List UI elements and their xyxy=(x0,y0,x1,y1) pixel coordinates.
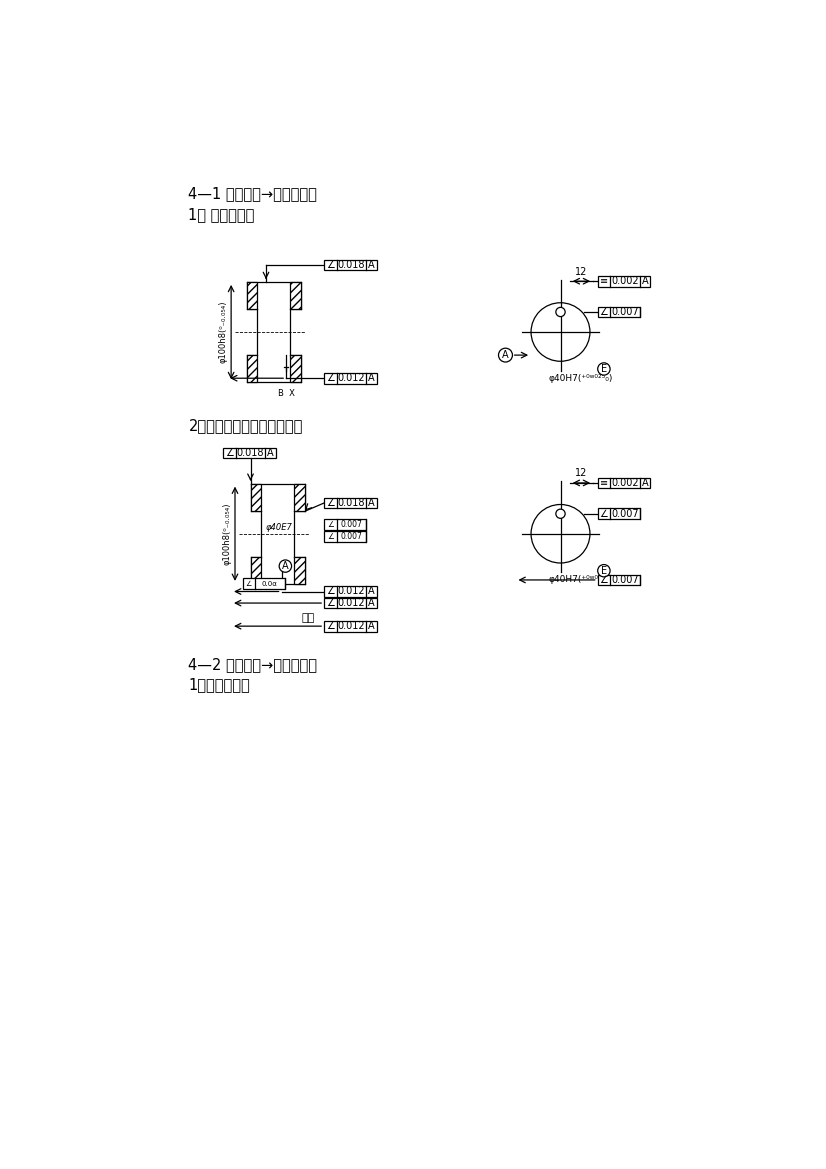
Bar xyxy=(294,556,305,583)
Text: φ100h8(⁰₋₀.₀₅₄): φ100h8(⁰₋₀.₀₅₄) xyxy=(218,300,227,364)
Bar xyxy=(223,448,276,458)
Text: ∠: ∠ xyxy=(327,520,334,530)
Text: 0.007: 0.007 xyxy=(340,532,362,541)
Text: ≡: ≡ xyxy=(600,276,608,286)
Text: A: A xyxy=(282,561,289,572)
Bar xyxy=(294,484,305,511)
Bar xyxy=(324,260,377,270)
Text: ∠: ∠ xyxy=(225,448,234,458)
Text: 0.0α: 0.0α xyxy=(262,581,278,587)
Text: ∠: ∠ xyxy=(326,498,335,509)
Bar xyxy=(290,282,301,309)
Bar xyxy=(324,532,366,542)
Circle shape xyxy=(598,362,610,375)
Text: φ40E7: φ40E7 xyxy=(266,523,292,532)
Bar xyxy=(324,621,377,631)
Bar xyxy=(250,484,261,511)
Circle shape xyxy=(531,505,590,563)
Bar xyxy=(294,484,305,511)
Bar xyxy=(247,355,258,382)
Text: A: A xyxy=(368,260,375,270)
Text: 0.018: 0.018 xyxy=(338,498,365,509)
Text: 12: 12 xyxy=(575,469,587,478)
Text: 0.007: 0.007 xyxy=(611,307,638,317)
Circle shape xyxy=(556,307,565,317)
Text: 0.012: 0.012 xyxy=(338,621,365,631)
Text: A: A xyxy=(368,587,375,596)
Text: 0.007: 0.007 xyxy=(340,520,362,530)
Text: 4—1 技术要求→图样标注：: 4—1 技术要求→图样标注： xyxy=(188,186,317,201)
Text: 0.007: 0.007 xyxy=(611,575,638,584)
Circle shape xyxy=(531,303,590,361)
Bar xyxy=(250,556,261,583)
Bar xyxy=(324,597,377,608)
Text: B  X: B X xyxy=(278,389,295,397)
Text: 4—2 技术要求→图样标注：: 4—2 技术要求→图样标注： xyxy=(188,657,317,672)
Text: 1、正确标注：: 1、正确标注： xyxy=(188,677,250,692)
Text: 12: 12 xyxy=(575,267,587,277)
Circle shape xyxy=(598,565,610,576)
Text: ∠: ∠ xyxy=(327,532,334,541)
Bar xyxy=(294,556,305,583)
Text: ∠: ∠ xyxy=(326,587,335,596)
Text: 面次: 面次 xyxy=(302,613,316,623)
Bar xyxy=(247,355,258,382)
Text: A: A xyxy=(642,478,648,487)
Text: 0.012: 0.012 xyxy=(338,599,365,608)
Text: E: E xyxy=(601,566,607,575)
Text: 0.007: 0.007 xyxy=(611,509,638,519)
Text: 0.012: 0.012 xyxy=(338,587,365,596)
Text: A: A xyxy=(502,350,509,360)
Text: 0.002: 0.002 xyxy=(611,478,638,487)
Bar xyxy=(598,509,639,519)
Text: 0.018: 0.018 xyxy=(338,260,365,270)
Bar xyxy=(324,519,366,530)
Text: 0.002: 0.002 xyxy=(611,276,638,286)
Bar xyxy=(290,355,301,382)
Text: ≡: ≡ xyxy=(600,478,608,487)
Bar xyxy=(324,586,377,597)
Text: φ40H7(⁺⁰ʷ⁰²⁵₀): φ40H7(⁺⁰ʷ⁰²⁵₀) xyxy=(548,374,613,382)
Text: ∠: ∠ xyxy=(326,260,335,270)
Text: A: A xyxy=(368,621,375,631)
Text: 0.012: 0.012 xyxy=(338,373,365,383)
Text: ∠: ∠ xyxy=(326,621,335,631)
Text: ∠: ∠ xyxy=(326,599,335,608)
Text: ∠: ∠ xyxy=(246,581,252,587)
Bar xyxy=(250,484,261,511)
Text: A: A xyxy=(368,373,375,383)
Bar xyxy=(598,276,650,286)
Text: A: A xyxy=(642,276,648,286)
Bar xyxy=(598,478,650,489)
Bar xyxy=(598,574,639,586)
Text: φ40H7(⁺⁰ʷ⁰²⁵₀): φ40H7(⁺⁰ʷ⁰²⁵₀) xyxy=(548,575,613,584)
Text: 0.018: 0.018 xyxy=(237,448,264,458)
Text: ∠: ∠ xyxy=(600,307,608,317)
Circle shape xyxy=(279,560,292,573)
Bar xyxy=(250,556,261,583)
Circle shape xyxy=(556,510,565,518)
Text: 1、 正确标注：: 1、 正确标注： xyxy=(188,207,255,222)
Text: A: A xyxy=(268,448,274,458)
Text: A: A xyxy=(368,599,375,608)
Text: ∠: ∠ xyxy=(600,509,608,519)
Bar xyxy=(324,498,377,509)
Text: E: E xyxy=(601,364,607,374)
Bar xyxy=(290,282,301,309)
Circle shape xyxy=(499,348,512,362)
Text: ∠: ∠ xyxy=(326,373,335,383)
Bar xyxy=(598,306,639,317)
Text: 2、其他正确标注和错误标注: 2、其他正确标注和错误标注 xyxy=(188,419,303,434)
Bar xyxy=(247,282,258,309)
Text: ∠: ∠ xyxy=(600,575,608,584)
Bar xyxy=(243,579,285,589)
Bar xyxy=(290,355,301,382)
Bar xyxy=(324,373,377,383)
Bar xyxy=(247,282,258,309)
Text: φ100h8(⁰₋₀.₀₅₄): φ100h8(⁰₋₀.₀₅₄) xyxy=(222,503,231,565)
Text: A: A xyxy=(368,498,375,509)
